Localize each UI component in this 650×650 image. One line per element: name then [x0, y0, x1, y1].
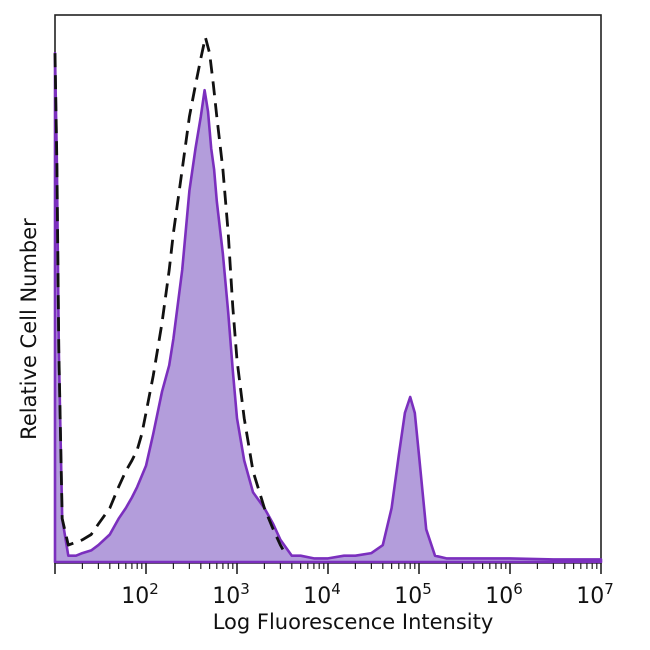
- x-tick-label: 103: [212, 580, 250, 609]
- x-tick-label: 104: [303, 580, 341, 609]
- x-tick-label: 105: [394, 580, 432, 609]
- x-tick-label: 106: [485, 580, 523, 609]
- x-axis-title: Log Fluorescence Intensity: [213, 610, 494, 634]
- x-tick-label: 102: [121, 580, 159, 609]
- x-axis-ticks: 102 103 104 105 106 107: [54, 563, 614, 609]
- series-layer: [53, 35, 603, 564]
- series-dashed-histogram: [53, 35, 288, 557]
- series-filled-histogram: [53, 51, 603, 564]
- y-axis-title: Relative Cell Number: [17, 218, 41, 440]
- x-tick-label: 107: [576, 580, 614, 609]
- plot-frame: [54, 14, 602, 564]
